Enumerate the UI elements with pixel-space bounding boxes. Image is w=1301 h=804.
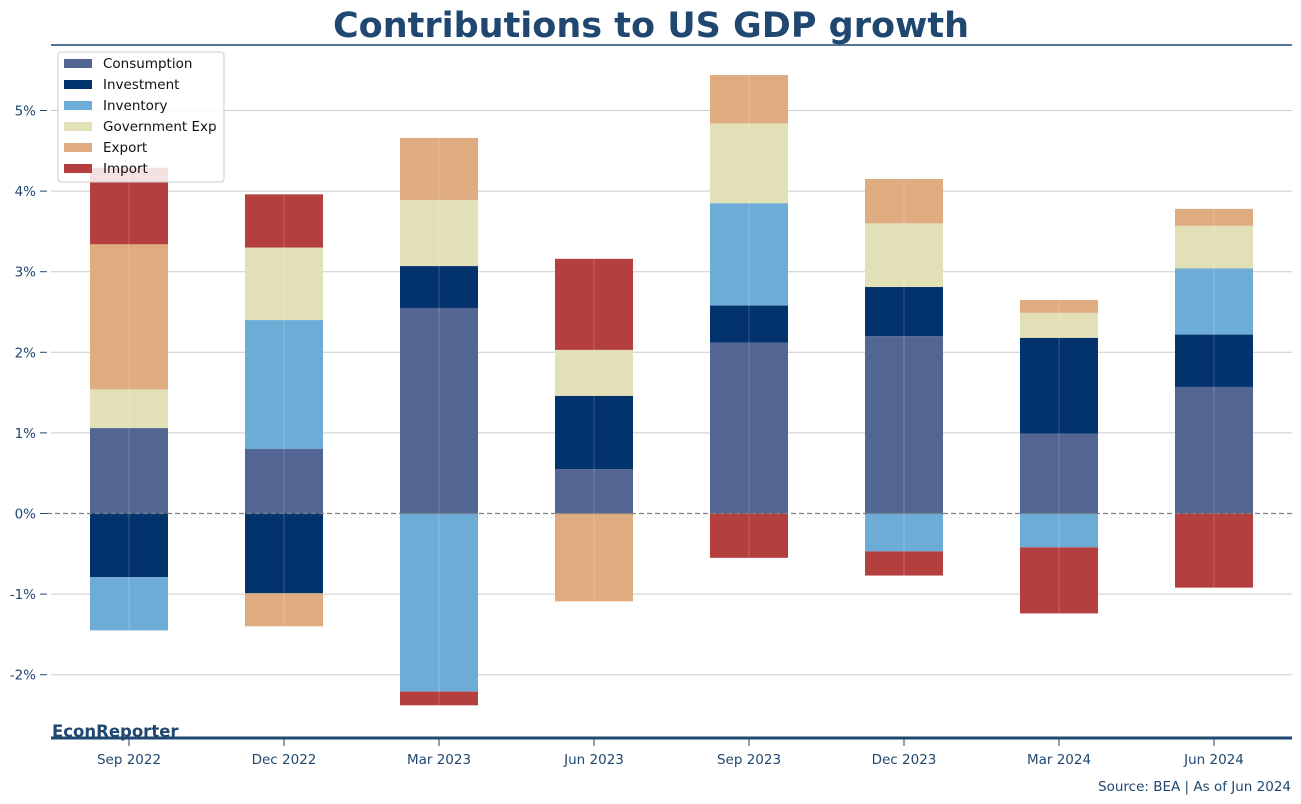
- y-tick-label: -2%: [10, 668, 36, 684]
- x-tick-label: Sep 2023: [717, 752, 781, 768]
- y-tick-label: 4%: [15, 184, 37, 200]
- y-tick-label: 5%: [15, 104, 37, 120]
- x-tick-label: Dec 2022: [252, 752, 317, 768]
- bar-segment-government-exp: [1020, 312, 1098, 338]
- bar-segment-export: [1020, 299, 1098, 313]
- bar-segment-investment: [865, 287, 943, 337]
- bar-segment-inventory: [1020, 513, 1098, 548]
- bars: [90, 75, 1253, 706]
- bar-segment-import: [555, 258, 633, 350]
- legend-swatch-import: [64, 164, 92, 173]
- bar-segment-consumption: [555, 469, 633, 514]
- gridlines: [51, 110, 1292, 676]
- x-axis: Sep 2022 Dec 2022 Mar 2023 Jun 2023 Sep 2023…: [97, 739, 1244, 768]
- bar-segment-inventory: [90, 577, 168, 631]
- bar-segment-investment: [245, 513, 323, 594]
- x-tick-label: Mar 2024: [1027, 752, 1091, 768]
- bar-segment-investment: [400, 266, 478, 308]
- bar-segment-investment: [1020, 337, 1098, 434]
- x-tick-label: Jun 2023: [563, 752, 624, 768]
- bar-segment-consumption: [245, 449, 323, 514]
- bar-segment-consumption: [1020, 433, 1098, 514]
- legend-frame: [57, 51, 225, 183]
- bar-segment-investment: [1175, 334, 1253, 387]
- legend-swatch-inventory: [64, 101, 92, 110]
- legend-swatch-government-exp: [64, 122, 92, 131]
- bar-segment-government-exp: [1175, 225, 1253, 269]
- bar-segment-consumption: [865, 336, 943, 514]
- bar-segment-export: [1175, 208, 1253, 226]
- bar-segment-import: [710, 513, 788, 558]
- bar-segment-export: [90, 244, 168, 390]
- bar-segment-investment: [555, 395, 633, 470]
- legend-label: Government Exp: [103, 119, 217, 135]
- bar-segment-government-exp: [710, 123, 788, 204]
- bar-segment-export: [865, 179, 943, 224]
- bar-segment-government-exp: [400, 199, 478, 267]
- bar-segment-import: [1020, 547, 1098, 614]
- bar-segment-consumption: [710, 342, 788, 514]
- legend: Consumption Investment Inventory Government…: [57, 51, 225, 183]
- legend-label: Import: [103, 161, 148, 177]
- bar-segment-inventory: [865, 513, 943, 552]
- bar-segment-export: [710, 75, 788, 124]
- bar-segment-government-exp: [245, 247, 323, 321]
- bar-segment-inventory: [710, 203, 788, 306]
- bar-segment-export: [245, 593, 323, 627]
- chart-title: Contributions to US GDP growth: [333, 6, 969, 46]
- legend-swatch-export: [64, 143, 92, 152]
- bar-segment-inventory: [245, 320, 323, 450]
- bar-segment-export: [400, 137, 478, 200]
- bar-segment-export: [555, 513, 633, 602]
- x-tick-label: Sep 2022: [97, 752, 161, 768]
- bar-segment-import: [1175, 513, 1253, 588]
- bar-segment-investment: [90, 513, 168, 578]
- brand-label: EconReporter: [52, 722, 179, 741]
- y-tick-label: 2%: [15, 345, 37, 361]
- source-note: Source: BEA | As of Jun 2024: [1098, 779, 1291, 795]
- y-tick-label: -1%: [10, 587, 36, 603]
- x-tick-label: Jun 2024: [1183, 752, 1244, 768]
- legend-swatch-consumption: [64, 59, 92, 68]
- y-tick-label: 3%: [15, 265, 37, 281]
- bar-segment-investment: [710, 305, 788, 343]
- x-tick-label: Dec 2023: [872, 752, 937, 768]
- bar-segment-import: [400, 691, 478, 706]
- bar-segment-government-exp: [90, 389, 168, 429]
- y-axis: -2% -1% 0% 1% 2% 3% 4% 5%: [10, 104, 47, 684]
- legend-label: Consumption: [103, 56, 192, 72]
- bar-segment-government-exp: [865, 223, 943, 288]
- bar-segment-import: [865, 551, 943, 576]
- bar-segment-inventory: [400, 513, 478, 692]
- bar-segment-import: [245, 194, 323, 248]
- legend-label: Inventory: [103, 98, 167, 114]
- bar-segment-government-exp: [555, 349, 633, 396]
- legend-label: Investment: [103, 77, 179, 93]
- legend-swatch-investment: [64, 80, 92, 89]
- bar-segment-consumption: [1175, 386, 1253, 514]
- legend-label: Export: [103, 140, 147, 156]
- x-tick-label: Mar 2023: [407, 752, 471, 768]
- bar-segment-inventory: [1175, 268, 1253, 335]
- y-tick-label: 0%: [15, 507, 37, 523]
- y-tick-label: 1%: [15, 426, 37, 442]
- bar-segment-consumption: [400, 307, 478, 514]
- bar-segment-consumption: [90, 428, 168, 514]
